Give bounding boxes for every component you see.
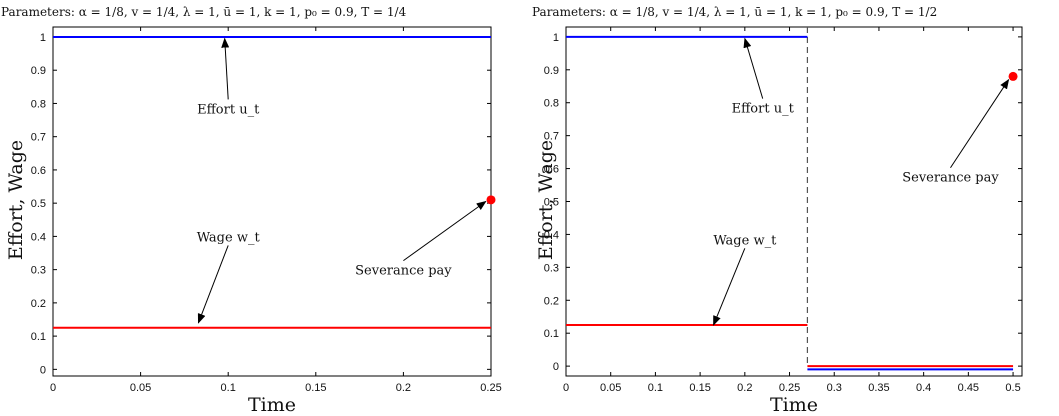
chart-2-xtick-label: 0.3 — [827, 382, 842, 394]
chart-1-annotation-arrow — [221, 37, 230, 100]
chart-1-annotation-label: Severance pay — [355, 264, 452, 279]
chart-2-ytick-label: 0.7 — [544, 131, 559, 143]
chart-1-ytick-label: 0.4 — [31, 231, 46, 243]
chart-2-ytick-label: 0.8 — [544, 98, 559, 110]
chart-2-xtick-label: 0 — [563, 382, 569, 394]
chart-2-ytick-label: 0.3 — [544, 262, 559, 274]
chart-1-severance-pay-point — [486, 195, 496, 205]
chart-1-xtick-label: 0.15 — [305, 382, 326, 394]
chart-2-xlabel: Time — [770, 394, 818, 416]
chart-1-ytick-label: 1 — [40, 32, 46, 44]
chart-1-ytick-label: 0.6 — [31, 165, 46, 177]
chart-1-annotation-arrow — [197, 245, 229, 324]
chart-1-xtick-label: 0.2 — [396, 382, 411, 394]
chart-2-severance-pay-point — [1008, 71, 1018, 81]
chart-2-xtick-label: 0.5 — [1005, 382, 1020, 394]
chart-2-annotation-label: Wage w_t — [713, 233, 777, 248]
chart-1-ytick-label: 0 — [40, 364, 46, 376]
chart-2-marks: Effort u_t Wage w_t Severance pay — [566, 27, 1018, 371]
chart-2-xtick-label: 0.25 — [779, 382, 800, 394]
chart-1-xlabel: Time — [248, 394, 296, 416]
chart-1: Parameters: α = 1/8, v = 1/4, λ = 1, ū =… — [1, 5, 502, 416]
chart-2-ytick-label: 0.4 — [544, 229, 559, 241]
chart-2-xtick-label: 0.35 — [868, 382, 889, 394]
chart-1-annotation-label: Effort u_t — [197, 102, 260, 117]
chart-2-ytick-label: 0.2 — [544, 295, 559, 307]
chart-1-ytick-label: 0.3 — [31, 265, 46, 277]
chart-1-ticks: 0 0.05 0.1 0.15 0.2 0.25 0 0.1 0.2 0.3 0.4 0.5 0.6 0.… — [31, 27, 502, 394]
chart-2-xtick-label: 0.05 — [600, 382, 621, 394]
chart-1-ytick-label: 0.9 — [31, 65, 46, 77]
chart-1-ytick-label: 0.1 — [31, 331, 46, 343]
chart-1-ytick-label: 0.5 — [31, 198, 46, 210]
chart-2-annotation-arrow — [743, 37, 764, 99]
chart-1-annotation-label: Wage w_t — [197, 230, 261, 245]
chart-2-ytick-label: 0 — [553, 361, 559, 373]
chart-2-annotation-label: Effort u_t — [732, 102, 795, 117]
chart-2-ticks: 0 0.05 0.1 0.15 0.2 0.25 0.3 0.35 0.4 0.45 0.5 0 0.1… — [544, 27, 1022, 394]
chart-2: Parameters: α = 1/8, v = 1/4, λ = 1, ū =… — [532, 5, 1023, 416]
chart-1-annotation-arrow — [403, 200, 487, 262]
chart-2-plot-area — [565, 26, 1023, 377]
chart-2-annotation-arrow — [713, 248, 746, 326]
chart-2-title: Parameters: α = 1/8, v = 1/4, λ = 1, ū =… — [532, 5, 937, 19]
chart-2-xtick-label: 0.2 — [737, 382, 752, 394]
chart-2-ytick-label: 1 — [553, 32, 559, 44]
chart-2-xtick-label: 0.45 — [958, 382, 979, 394]
chart-1-xtick-label: 0.05 — [130, 382, 151, 394]
chart-2-annotation-label: Severance pay — [902, 171, 999, 186]
chart-2-ylabel: Effort, Wage — [535, 140, 557, 260]
chart-1-xtick-label: 0.25 — [480, 382, 501, 394]
chart-2-annotation-arrow — [950, 78, 1010, 169]
chart-1-plot-area — [52, 26, 492, 377]
chart-2-ytick-label: 0.6 — [544, 164, 559, 176]
chart-2-ytick-label: 0.9 — [544, 65, 559, 77]
chart-1-ytick-label: 0.7 — [31, 132, 46, 144]
chart-1-ytick-label: 0.2 — [31, 298, 46, 310]
chart-1-marks: Effort u_t Wage w_t Severance pay — [53, 35, 496, 329]
chart-2-xtick-label: 0.15 — [689, 382, 710, 394]
chart-1-ylabel: Effort, Wage — [5, 140, 27, 260]
chart-1-xtick-label: 0 — [50, 382, 56, 394]
chart-2-xtick-label: 0.1 — [648, 382, 663, 394]
chart-2-ytick-label: 0.5 — [544, 197, 559, 209]
chart-1-title: Parameters: α = 1/8, v = 1/4, λ = 1, ū =… — [1, 5, 407, 19]
chart-1-xtick-label: 0.1 — [221, 382, 236, 394]
chart-2-ytick-label: 0.1 — [544, 328, 559, 340]
chart-2-xtick-label: 0.4 — [916, 382, 931, 394]
chart-1-ytick-label: 0.8 — [31, 98, 46, 110]
